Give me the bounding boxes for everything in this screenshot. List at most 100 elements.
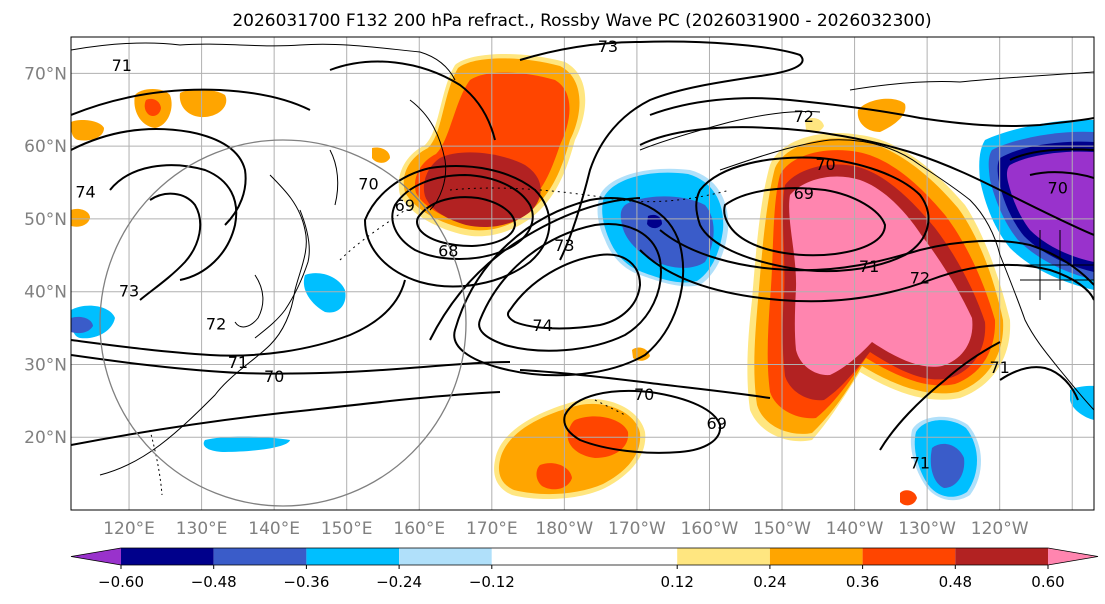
gridlines [71,37,1094,510]
x-tick-label: 120°E [103,519,155,539]
great-circle-overlay [99,139,467,507]
contour-69-ring [723,187,887,257]
contour-label: 71 [910,453,930,472]
coastline-alaska-south [719,139,1001,256]
colorbar-tick-label: −0.12 [469,573,515,591]
x-tick-label: 160°W [681,519,739,539]
coastline-japan [254,209,310,339]
colorbar-segment [213,548,307,565]
coastline-canada-north [849,71,1094,91]
contour-label: 70 [815,155,835,174]
anomaly-region-central-blue-dark [647,214,662,229]
contour-label: 71 [112,56,132,75]
colorbar-segment [862,548,956,565]
contour-label: 70 [358,175,378,194]
y-tick-label: 70°N [24,64,67,84]
contour-71-asia [71,279,406,357]
colorbar-tick-label: 0.60 [1031,573,1064,591]
contour-label: 71 [859,257,879,276]
x-tick-label: 130°E [176,519,228,539]
contour-label: 70 [264,367,284,386]
anomaly-region-subtropical-red-2 [536,463,572,490]
coastline-hawaii [594,399,626,416]
x-tick-label: 140°E [248,519,300,539]
anomaly-region-west-blue-1b [71,316,93,334]
coastline-kamchatka [409,99,447,211]
contour-label: 72 [794,107,814,126]
colorbar-segment [677,548,770,565]
contour-72-west [329,60,496,141]
colorbar-tick-label: 0.48 [939,573,972,591]
colorbar-tick-label: −0.36 [283,573,329,591]
contour-73-north [519,40,804,261]
contour-label: 74 [75,183,95,202]
x-tick-label: 130°W [898,519,956,539]
contour-72-west-b [139,192,202,301]
x-tick-label: 170°E [466,519,518,539]
contour-70-ne [1029,171,1094,179]
y-axis-tick-labels: 20°N 30°N 40°N 50°N 60°N 70°N [24,64,67,448]
anomaly-region-west-blue-3 [203,436,290,452]
colorbar-segment [955,548,1048,565]
contour-68-kamchatka [416,196,517,248]
colorbar-tick-label: 0.12 [660,573,693,591]
anomaly-region-west-2 [179,89,227,118]
contour-label: 70 [1048,178,1068,197]
contour-label: 69 [707,414,727,433]
contour-71-mid [659,229,1094,286]
anomaly-region-se-blue-mid [930,443,965,488]
contour-71-south [71,391,501,446]
contour-label: 70 [634,385,654,404]
y-tick-label: 60°N [24,137,67,157]
contour-label: 68 [438,242,458,261]
coastline-sakhalin [329,149,339,206]
colorbar: −0.60 −0.48 −0.36 −0.24 −0.12 0.12 0.24 0.36 0.4… [70,547,1099,591]
contour-label: 73 [598,37,618,56]
y-tick-label: 30°N [24,355,67,375]
y-tick-label: 50°N [24,210,67,230]
contour-label: 72 [910,269,930,288]
anomaly-region-alaska-small [857,98,906,132]
coastline-asia-east [99,174,307,476]
anomaly-region-west-blue-2 [303,273,346,313]
contour-74-loop [506,253,642,330]
anomaly-region-west-5 [372,147,390,163]
map-frame [70,36,1095,511]
colorbar-segment [121,548,214,565]
x-axis-tick-labels: 120°E 130°E 140°E 150°E 160°E 170°E 180°W 170°W… [103,519,1029,539]
contour-72-mid [639,249,1094,303]
colorbar-extend-high [1048,548,1098,565]
colorbar-extend-low [71,548,121,565]
contour-70-kamchatka [363,165,551,288]
y-tick-label: 20°N [24,428,67,448]
colorbar-tick-label: 0.36 [846,573,879,591]
x-tick-label: 160°E [393,519,445,539]
x-tick-label: 150°W [753,519,811,539]
coastline-north-america-west [999,254,1094,411]
x-tick-label: 180°W [535,519,593,539]
contour-71-se [879,341,1001,451]
anomaly-region-small-pink [900,490,917,506]
anomaly-region-west-3 [71,120,104,141]
contour-72-loop [453,197,684,377]
colorbar-segment [769,548,863,565]
anomaly-region-kamchatka-dark-red [423,152,541,228]
x-tick-label: 170°W [608,519,666,539]
colorbar-tick-label: 0.24 [753,573,786,591]
x-tick-label: 140°W [826,519,884,539]
contour-73-west [109,164,238,281]
contour-73-loop [478,223,662,352]
colorbar-segment [306,548,400,565]
coastline-philippines [149,429,163,496]
coastline-alaska-west [639,111,821,151]
colorbar-tick-label: −0.60 [98,573,144,591]
contour-71-west [71,88,311,116]
y-tick-label: 40°N [24,283,67,303]
contour-72-north [649,97,1094,127]
contour-label: 69 [794,184,814,203]
contour-71-east [639,126,1094,236]
colorbar-tick-label: −0.48 [191,573,237,591]
